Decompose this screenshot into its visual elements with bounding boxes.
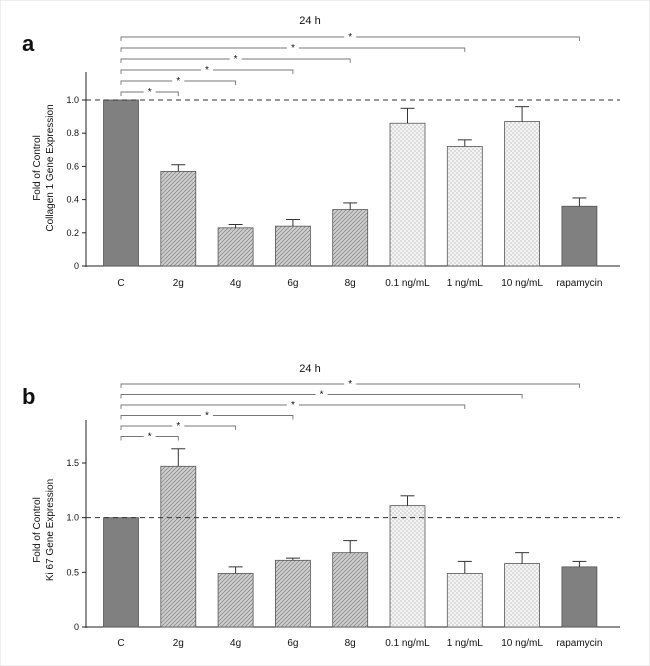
category-label-a-8: rapamycin (556, 278, 602, 289)
sig-star-a-5: * (148, 87, 152, 98)
y-axis-title-a-line1: Fold of Control (32, 135, 43, 201)
sig-star-a-1: * (291, 43, 295, 54)
sig-star-a-3: * (205, 65, 209, 76)
category-label-b-7: 10 ng/mL (501, 638, 543, 649)
y-tick-label-a: 0.4 (66, 195, 79, 205)
bar-a-5 (389, 122, 426, 267)
bar-a-8 (561, 205, 598, 267)
sig-bracket-left-b-4 (120, 425, 173, 430)
sig-bracket-left-a-3 (120, 69, 201, 74)
sig-bracket-right-b-3 (212, 415, 294, 420)
category-label-b-5: 0.1 ng/mL (385, 638, 430, 649)
category-label-b-8: rapamycin (556, 638, 602, 649)
category-label-a-7: 10 ng/mL (501, 278, 543, 289)
bar-b-8 (561, 566, 598, 628)
bar-b-0 (103, 517, 139, 628)
panel-letter-a: a (22, 31, 35, 56)
sig-bracket-right-a-5 (155, 91, 179, 96)
sig-star-a-0: * (348, 32, 352, 43)
bar-a-1 (160, 170, 197, 267)
sig-bracket-right-a-0 (356, 36, 580, 41)
category-label-a-1: 2g (173, 278, 184, 289)
sig-star-b-2: * (291, 400, 295, 411)
bar-b-6 (446, 573, 483, 628)
bar-b-7 (504, 563, 541, 628)
y-tick-label-b: 1.0 (66, 513, 79, 523)
category-label-b-1: 2g (173, 638, 184, 649)
bar-b-3 (274, 559, 311, 628)
category-label-b-4: 8g (345, 638, 356, 649)
sig-star-b-3: * (205, 411, 209, 422)
sig-star-b-4: * (176, 421, 180, 432)
sig-bracket-right-a-2 (241, 58, 351, 63)
bar-a-7 (504, 121, 541, 267)
bar-a-2 (217, 227, 254, 267)
sig-bracket-right-a-1 (298, 47, 466, 52)
bar-a-0 (103, 99, 139, 267)
sig-bracket-right-b-1 (327, 394, 523, 399)
category-label-a-5: 0.1 ng/mL (385, 278, 430, 289)
sig-bracket-left-b-5 (120, 436, 144, 441)
sig-star-a-2: * (234, 54, 238, 65)
bar-a-6 (446, 146, 483, 267)
sig-bracket-right-a-3 (212, 69, 294, 74)
bar-a-3 (274, 225, 311, 267)
sig-star-b-5: * (148, 432, 152, 443)
category-label-a-0: C (117, 278, 124, 289)
category-label-b-6: 1 ng/mL (447, 638, 484, 649)
y-tick-label-b: 1.5 (66, 458, 79, 468)
category-label-a-4: 8g (345, 278, 356, 289)
category-label-a-3: 6g (287, 278, 298, 289)
y-tick-label-a: 0.6 (66, 161, 79, 171)
sig-bracket-left-a-5 (120, 91, 144, 96)
y-tick-label-a: 1.0 (66, 95, 79, 105)
sig-bracket-right-b-2 (298, 404, 466, 409)
y-tick-label-b: 0 (74, 622, 79, 632)
bar-b-4 (332, 552, 369, 628)
sig-bracket-right-b-4 (184, 425, 237, 430)
chart-title-b: 24 h (299, 363, 320, 375)
sig-bracket-left-b-2 (120, 404, 287, 409)
y-tick-label-a: 0.2 (66, 228, 79, 238)
sig-star-b-0: * (348, 379, 352, 390)
sig-star-b-1: * (320, 390, 324, 401)
category-label-b-2: 4g (230, 638, 241, 649)
sig-bracket-left-a-0 (120, 36, 345, 41)
sig-bracket-left-a-2 (120, 58, 230, 63)
y-tick-label-a: 0.8 (66, 128, 79, 138)
y-tick-label-a: 0 (74, 261, 79, 271)
y-axis-title-b-line2: Ki 67 Gene Expression (45, 479, 56, 581)
y-axis-title-b-line1: Fold of Control (32, 497, 43, 563)
y-tick-label-b: 0.5 (66, 567, 79, 577)
bar-a-4 (332, 209, 369, 267)
sig-bracket-left-a-4 (120, 80, 173, 85)
category-label-b-0: C (117, 638, 124, 649)
category-label-a-6: 1 ng/mL (447, 278, 484, 289)
sig-bracket-left-b-3 (120, 415, 201, 420)
chart-title-a: 24 h (299, 15, 320, 27)
bar-b-5 (389, 505, 426, 628)
panel-b: b 24 h 0 0.5 1.0 1.5 Fold of Control Ki 67 Ge… (22, 363, 620, 649)
sig-bracket-right-b-0 (356, 383, 580, 388)
sig-bracket-right-a-4 (184, 80, 237, 85)
bar-b-1 (160, 465, 197, 628)
sig-bracket-left-a-1 (120, 47, 287, 52)
panel-letter-b: b (22, 384, 35, 409)
category-label-b-3: 6g (287, 638, 298, 649)
sig-star-a-4: * (176, 76, 180, 87)
sig-bracket-left-b-1 (120, 394, 316, 399)
sig-bracket-left-b-0 (120, 383, 345, 388)
panel-a: a 24 h 0 0.2 0.4 0.6 0.8 1.0 Fold of Control Co… (22, 15, 620, 289)
sig-bracket-right-b-5 (155, 436, 179, 441)
category-label-a-2: 4g (230, 278, 241, 289)
bar-b-2 (217, 573, 254, 628)
y-axis-title-a-line2: Collagen 1 Gene Expression (45, 104, 56, 231)
